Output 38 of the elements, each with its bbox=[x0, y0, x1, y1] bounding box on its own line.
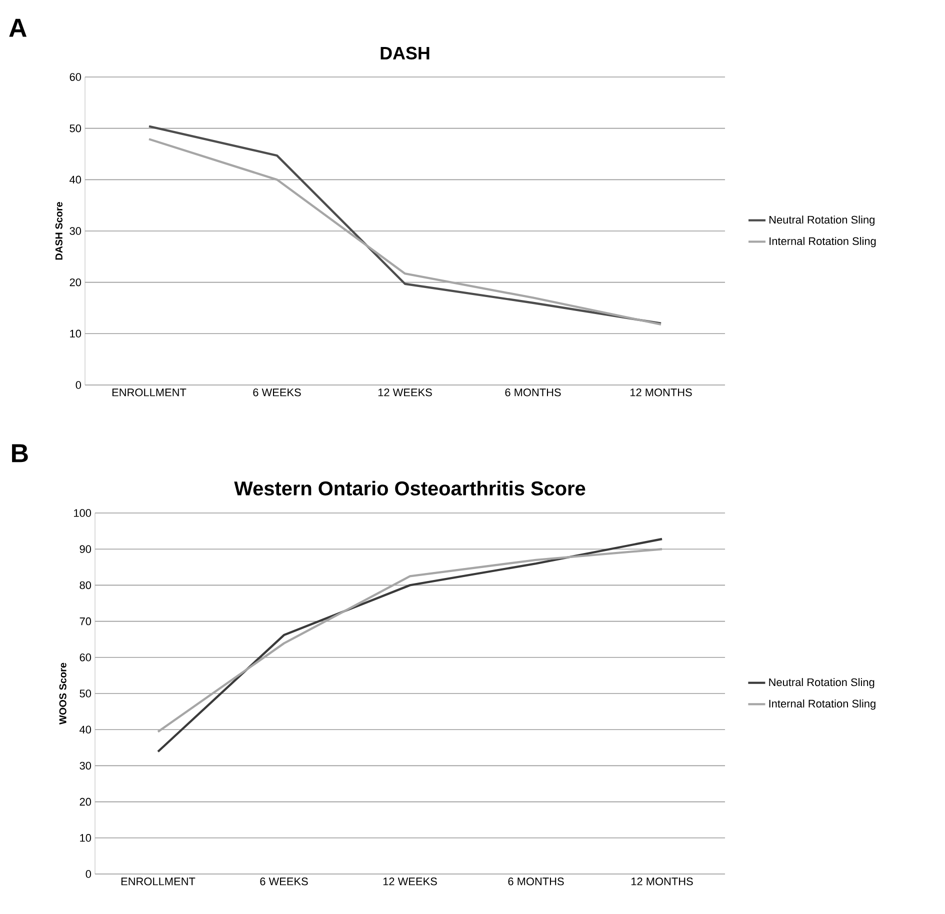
y-tick-label: 60 bbox=[80, 654, 92, 662]
y-tick-label: 0 bbox=[86, 870, 92, 878]
chart-title: DASH bbox=[380, 46, 430, 60]
x-tick-label: 6 MONTHS bbox=[508, 878, 564, 886]
text: A bbox=[9, 18, 27, 37]
y-tick-label: 40 bbox=[70, 176, 82, 184]
y-tick-label: 50 bbox=[80, 690, 92, 698]
y-tick-label: 0 bbox=[76, 381, 82, 389]
y-tick-label: 30 bbox=[80, 762, 92, 770]
legend-label: Internal Rotation Sling bbox=[770, 236, 876, 248]
text: B bbox=[12, 444, 28, 462]
y-tick-label: 10 bbox=[80, 834, 92, 842]
x-tick-label: 6 WEEKS bbox=[253, 388, 301, 396]
x-tick-label: ENROLLMENT bbox=[121, 878, 196, 886]
y-tick-label: 30 bbox=[70, 227, 82, 235]
chart-title: Western Ontario Osteoarthritis Score bbox=[234, 480, 586, 496]
y-tick-label: 100 bbox=[74, 509, 92, 517]
y-tick-label: 40 bbox=[80, 726, 92, 734]
y-tick-label: 20 bbox=[70, 278, 82, 286]
y-tick-label: 10 bbox=[70, 330, 82, 338]
x-tick-label: 12 WEEKS bbox=[383, 878, 437, 886]
legend-label: Neutral Rotation Sling bbox=[769, 678, 874, 688]
y-axis-title: DASH Score bbox=[55, 202, 62, 260]
y-tick-label: 60 bbox=[70, 73, 82, 81]
x-tick-label: 6 WEEKS bbox=[260, 878, 308, 886]
x-tick-label: 12 MONTHS bbox=[631, 878, 693, 886]
legend-label: Neutral Rotation Sling bbox=[769, 216, 874, 226]
y-tick-label: 20 bbox=[80, 798, 92, 806]
legend-label: Internal Rotation Sling bbox=[769, 699, 876, 710]
y-tick-label: 70 bbox=[80, 617, 92, 626]
x-tick-label: 12 MONTHS bbox=[630, 388, 692, 396]
x-tick-label: 12 WEEKS bbox=[378, 388, 432, 396]
y-tick-label: 50 bbox=[70, 124, 82, 132]
x-tick-label: ENROLLMENT bbox=[112, 388, 186, 396]
x-tick-label: 6 MONTHS bbox=[505, 388, 561, 396]
y-tick-label: 90 bbox=[80, 545, 92, 553]
y-axis-title: WOOS Score bbox=[59, 662, 66, 724]
y-tick-label: 80 bbox=[80, 581, 92, 590]
